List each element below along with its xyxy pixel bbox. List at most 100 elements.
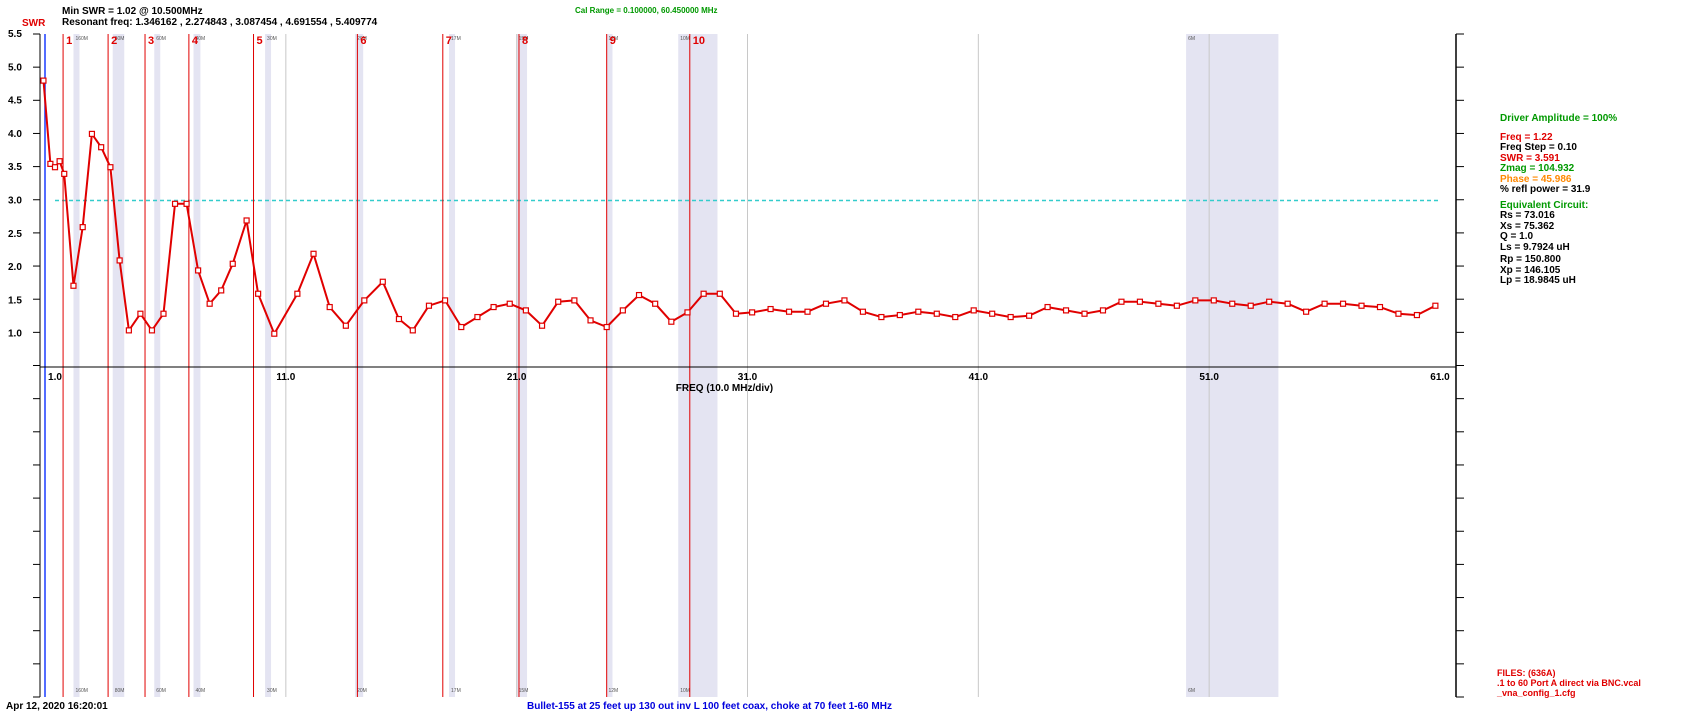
band-label-top-30M: 30M (267, 36, 277, 42)
timestamp: Apr 12, 2020 16:20:01 (6, 701, 108, 712)
band-6M (1186, 34, 1279, 697)
swr-point (88, 130, 96, 137)
marker-label-1: 1 (66, 35, 72, 47)
rp-readout: Rp = 150.800 (1500, 254, 1561, 265)
swr-point (1118, 298, 1125, 305)
driver-amplitude: Driver Amplitude = 100% (1500, 113, 1618, 124)
marker-label-4: 4 (192, 35, 199, 47)
band-label-bottom-160M: 160M (75, 688, 88, 694)
swr-point (804, 308, 811, 315)
swr-point (1007, 313, 1014, 321)
swr-series-line (42, 80, 1436, 335)
swr-point (195, 267, 202, 274)
swr-point (79, 224, 86, 231)
band-label-top-160M: 160M (75, 36, 88, 42)
swr-point (47, 160, 54, 167)
band-shading: 160M 160M 80M 80M 60M 60M 40M 40M 30M 30M 20M 20M 17… (73, 34, 1279, 697)
band-label-top-17M: 17M (451, 36, 461, 42)
swr-point (107, 164, 114, 171)
x-tick-label: 1.0 (48, 372, 62, 383)
x-tick-label: 61.0 (1430, 372, 1450, 383)
marker-label-5: 5 (257, 35, 263, 47)
x-tick-label: 51.0 (1199, 372, 1219, 383)
swr-point (98, 144, 105, 151)
band-label-bottom-30M: 30M (267, 688, 277, 694)
swr-point (40, 77, 47, 84)
swr-point (989, 310, 996, 317)
swr-point (841, 297, 848, 304)
grid (285, 34, 1210, 697)
swr-point (183, 200, 190, 207)
refl-power-readout: % refl power = 31.9 (1500, 184, 1591, 195)
files-vcal: .1 to 60 Port A direct via BNC.vcal (1497, 678, 1641, 688)
marker-label-7: 7 (446, 35, 452, 47)
zmag-readout: Zmag = 104.932 (1500, 163, 1575, 174)
swr-point (1192, 297, 1199, 304)
swr-readout: SWR = 3.591 (1500, 152, 1560, 164)
swr-point (458, 323, 465, 331)
swr-point (1026, 312, 1033, 319)
swr-point (878, 313, 885, 321)
swr-point (271, 330, 278, 337)
freq-step-readout: Freq Step = 0.10 (1500, 142, 1577, 153)
band-label-top-10M: 10M (680, 36, 690, 42)
swr-point (619, 307, 626, 314)
swr-point (1099, 307, 1107, 314)
swr-point (1247, 302, 1254, 309)
swr-point (379, 278, 386, 285)
files-title: FILES: (636A) (1497, 668, 1556, 678)
x-tick-label: 21.0 (507, 372, 527, 383)
y-axis-title: SWR (22, 18, 46, 29)
swr-point (1303, 308, 1310, 315)
swr-point (635, 291, 643, 299)
swr-point (1155, 300, 1162, 307)
swr-point (732, 310, 740, 317)
marker-label-10: 10 (693, 35, 705, 47)
swr-point (61, 170, 68, 177)
swr-point (1136, 298, 1144, 305)
swr-point (1432, 302, 1439, 309)
swr-point (148, 327, 156, 334)
y-tick-label: 3.0 (8, 196, 22, 207)
tick-labels: 1.0 1.5 2.0 2.5 3.0 3.5 4.0 4.5 5.0 5.5 1.0 11.0 21.… (8, 29, 1450, 394)
swr-point (822, 300, 830, 307)
y-tick-label: 4.0 (8, 129, 22, 140)
swr-point (506, 300, 513, 307)
swr-point (1173, 302, 1180, 309)
swr-point (425, 302, 433, 309)
swr-point (700, 290, 707, 297)
swr-point (668, 318, 675, 325)
swr-point (571, 297, 578, 304)
swr-point (229, 260, 236, 267)
marker-label-3: 3 (148, 35, 154, 47)
swr-point (361, 297, 368, 304)
swr-point (137, 310, 144, 317)
swr-trace (40, 77, 1439, 337)
swr-point (1081, 310, 1088, 317)
swr-point (171, 200, 179, 207)
x-tick-label: 41.0 (969, 372, 989, 383)
swr-point (125, 327, 132, 334)
x-tick-label: 31.0 (738, 372, 758, 383)
resonant-freq-readout: Resonant freq: 1.346162 , 2.274843 , 3.0… (62, 17, 378, 28)
band-160M (73, 34, 80, 697)
swr-point (1376, 303, 1384, 311)
xs-readout: Xs = 75.362 (1500, 220, 1555, 232)
band-12M (606, 34, 613, 697)
swr-point (555, 298, 562, 305)
band-label-top-60M: 60M (156, 36, 166, 42)
resonance-markers: 1 2 3 4 5 6 7 8 9 10 (62, 34, 705, 697)
swr-point (859, 308, 867, 315)
swr-point (1266, 298, 1273, 305)
ls-readout: Ls = 9.7924 uH (1500, 241, 1570, 253)
swr-point (603, 323, 610, 331)
swr-point (684, 309, 691, 316)
swr-point (896, 311, 903, 319)
y-tick-label: 5.5 (8, 29, 22, 40)
band-17M (449, 34, 456, 697)
swr-point (785, 308, 793, 315)
freq-readout: Freq = 1.22 (1500, 131, 1553, 143)
band-label-bottom-60M: 60M (156, 688, 166, 694)
band-label-bottom-40M: 40M (196, 688, 206, 694)
